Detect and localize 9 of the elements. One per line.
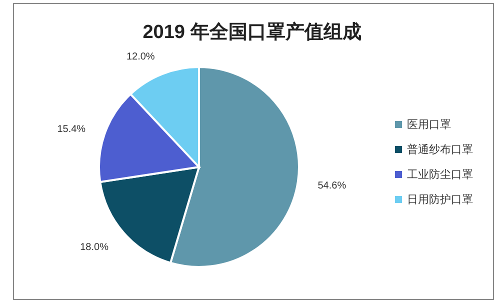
data-label: 18.0% [80,242,109,253]
legend-label: 工业防尘口罩 [407,168,473,181]
legend-label: 普通纱布口罩 [407,143,473,156]
legend-label: 医用口罩 [407,119,451,131]
legend-label: 日用防护口罩 [407,193,473,206]
chart-title: 2019 年全国口罩产值组成 [142,21,362,43]
data-label: 15.4% [57,124,86,135]
data-label: 54.6% [318,180,346,192]
data-label: 12.0% [126,51,155,62]
